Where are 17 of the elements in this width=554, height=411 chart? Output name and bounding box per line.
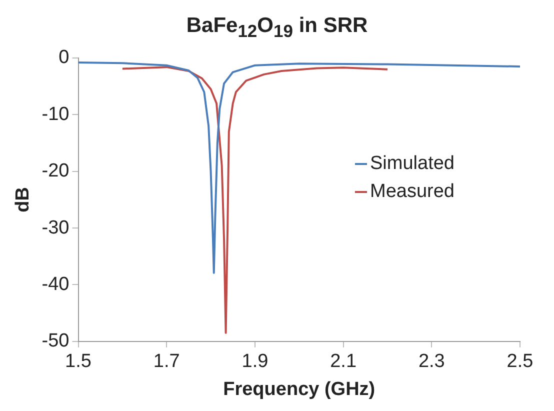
x-tick-label: 1.7 (153, 351, 180, 372)
y-axis-title: dB (12, 187, 34, 212)
y-tick-label: -30 (42, 217, 70, 238)
y-tick-label: -10 (42, 104, 70, 125)
x-axis-title: Frequency (GHz) (223, 378, 376, 400)
x-tick-label: 1.9 (242, 351, 268, 372)
y-tick-label: -50 (42, 330, 70, 352)
x-tick-label: 2.1 (330, 351, 357, 372)
x-tick-label: 2.5 (506, 351, 534, 372)
chart-title: BaFe$_{12}$O$_{19}$ in SRR (185, 14, 369, 42)
x-tick-label: 1.5 (65, 351, 92, 372)
y-tick-label: -20 (42, 160, 70, 182)
x-tick-label: 2.3 (418, 351, 445, 372)
y-tick-label: 0 (58, 47, 70, 68)
legend-label: Simulated (370, 153, 454, 175)
y-tick-label: -40 (42, 274, 70, 295)
legend-label: Measured (370, 181, 454, 203)
